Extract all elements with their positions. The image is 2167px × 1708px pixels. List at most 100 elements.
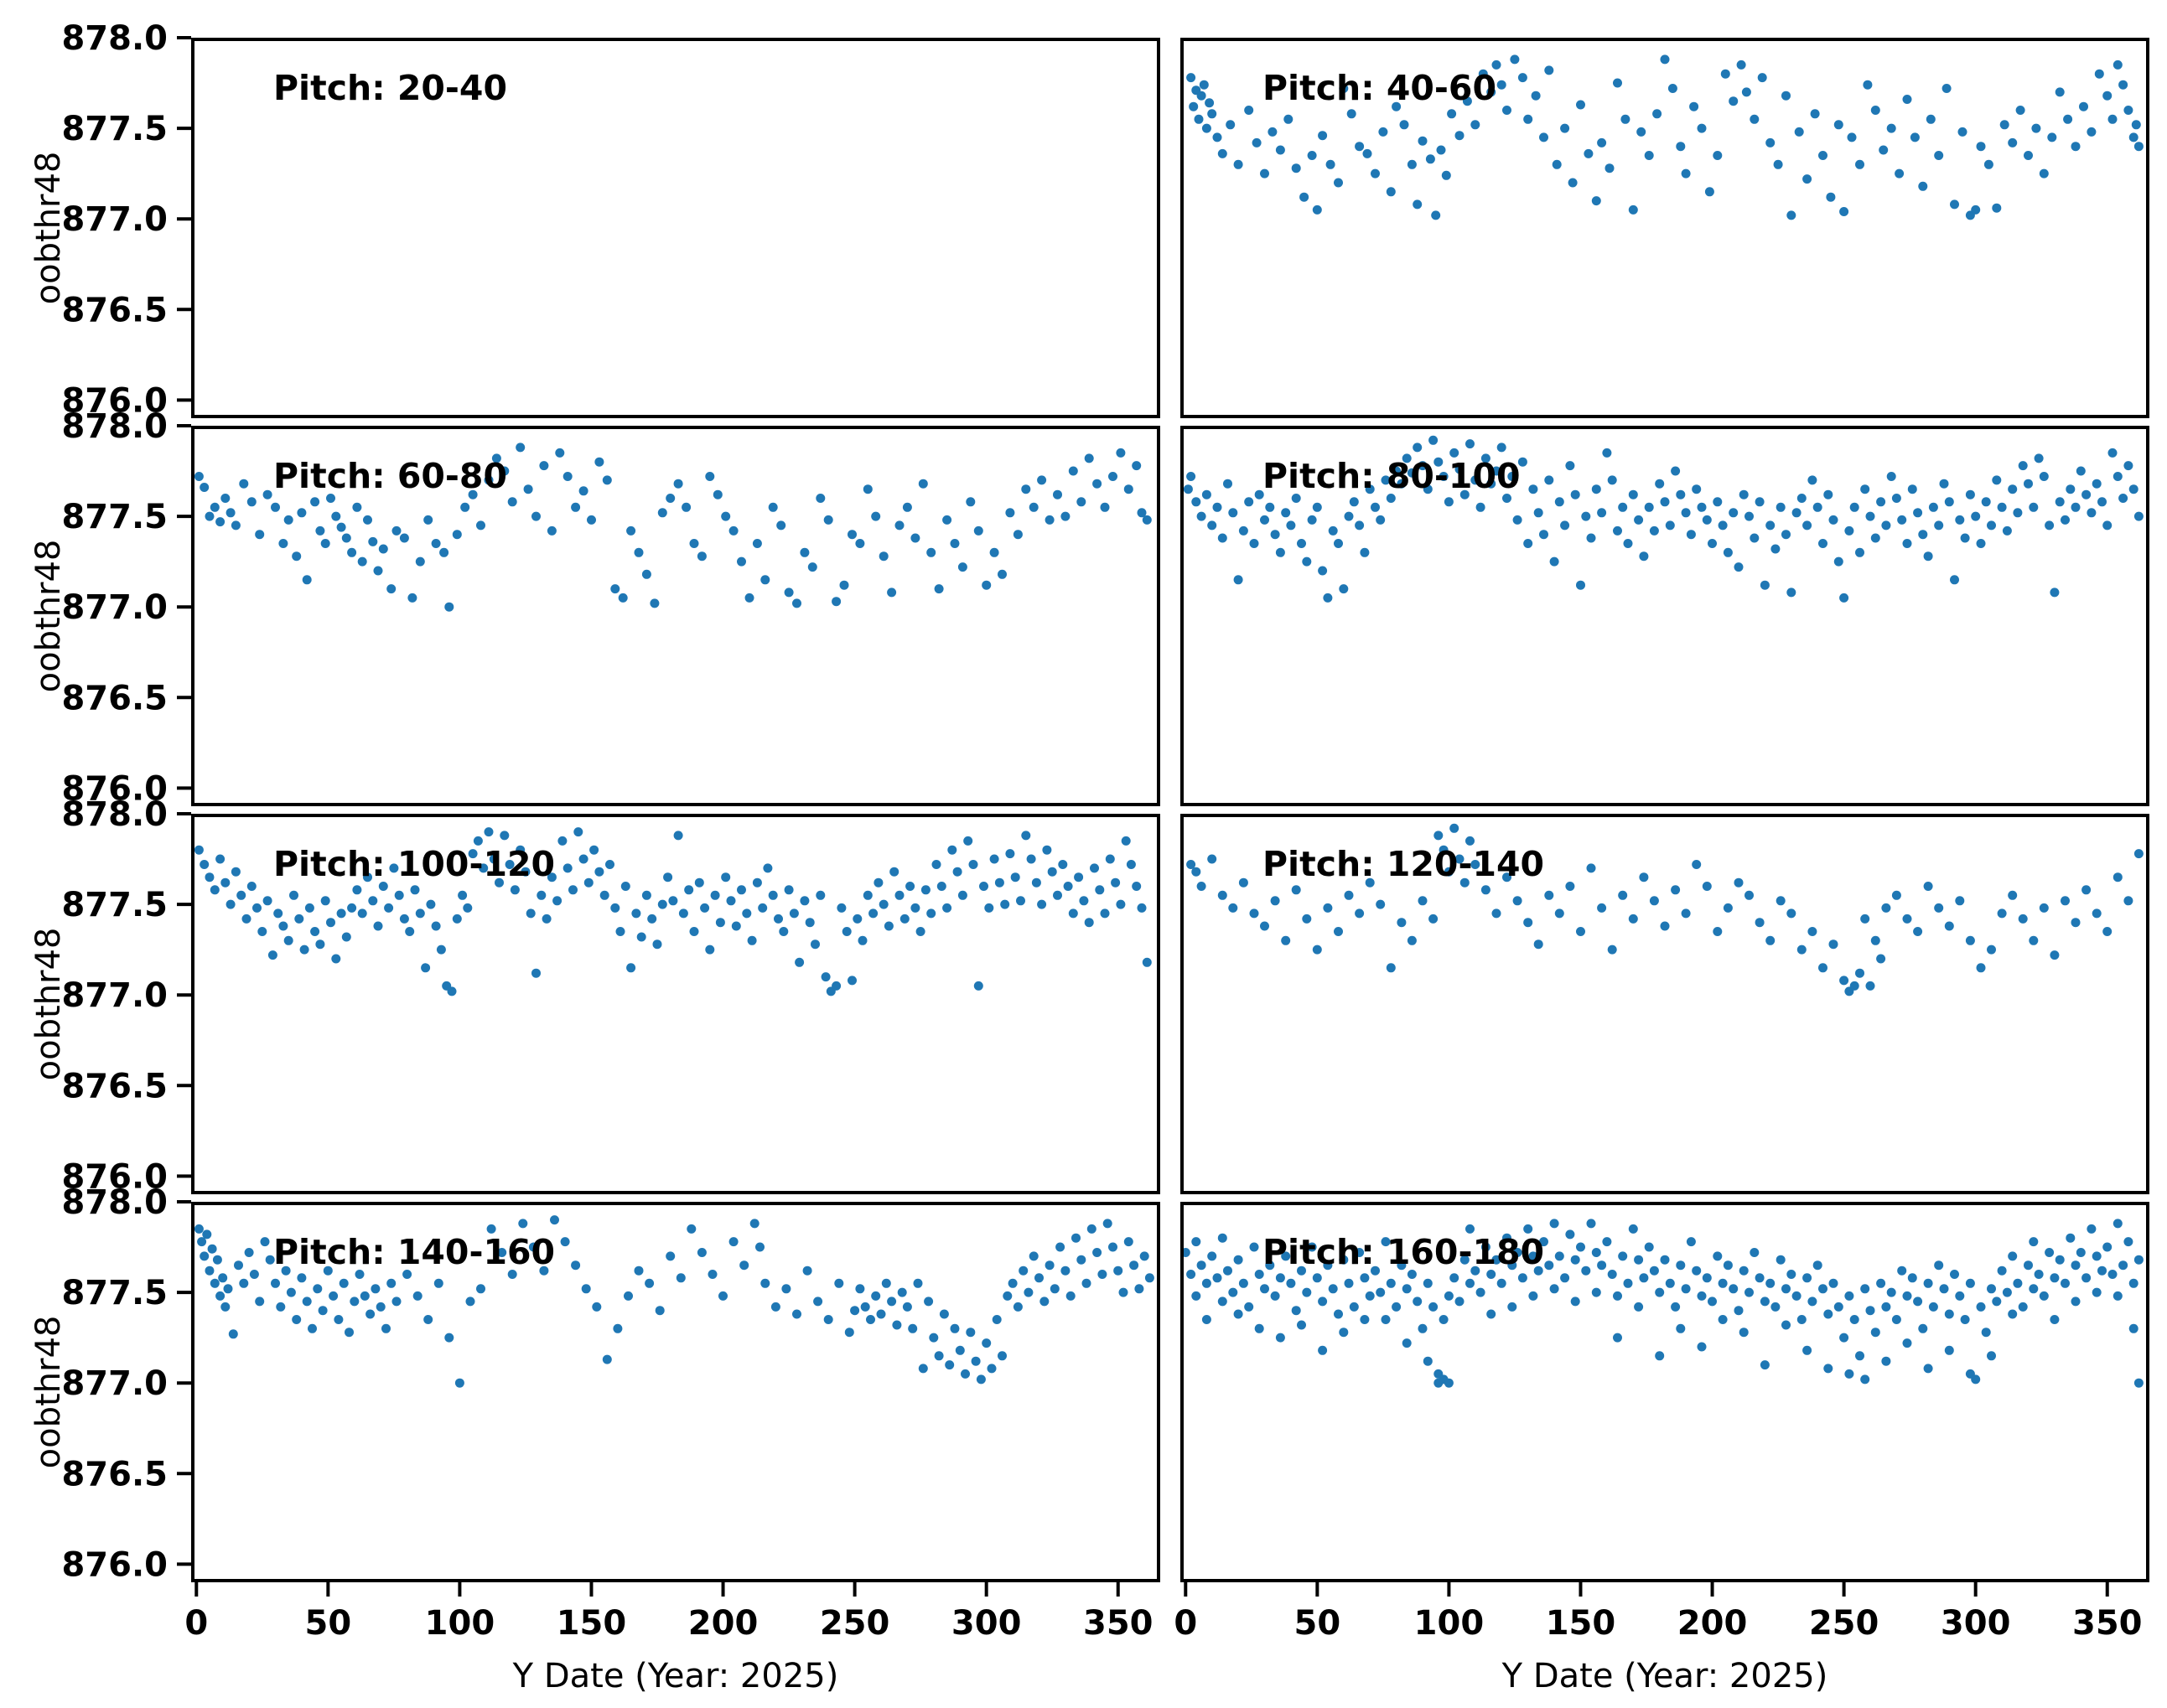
data-point (1549, 1219, 1559, 1229)
data-point (1254, 1270, 1264, 1279)
data-point (1086, 1224, 1096, 1234)
data-point (1111, 877, 1121, 888)
data-point (1855, 159, 1864, 169)
data-point (926, 908, 936, 919)
data-point (1283, 114, 1293, 124)
data-point (1939, 1284, 1949, 1294)
data-point (618, 593, 628, 603)
data-point (1786, 908, 1796, 919)
data-point (1021, 831, 1031, 841)
data-point (1607, 475, 1617, 485)
data-point (1334, 1309, 1343, 1319)
data-point (1060, 1265, 1071, 1276)
data-point (963, 836, 973, 846)
data-point (1339, 84, 1349, 93)
data-point (1312, 945, 1322, 955)
data-point (1876, 1278, 1886, 1288)
data-point (571, 502, 581, 512)
data-point (484, 475, 494, 485)
data-point (1781, 530, 1791, 540)
data-point (789, 908, 799, 919)
data-point (1755, 918, 1765, 928)
data-point (710, 890, 720, 900)
data-point (1702, 1273, 1712, 1283)
data-point (310, 927, 320, 936)
data-point (1802, 1345, 1812, 1355)
data-point (1870, 1328, 1880, 1338)
data-point (1191, 497, 1201, 507)
data-point (728, 525, 739, 536)
data-point (2081, 885, 2092, 895)
data-point (1718, 1278, 1728, 1288)
data-point (961, 1369, 970, 1379)
data-point (1639, 872, 1649, 882)
data-point (1510, 54, 1520, 65)
data-point (1833, 120, 1843, 130)
data-point (998, 1351, 1007, 1361)
data-point (231, 867, 241, 877)
data-point (465, 1297, 475, 1307)
data-point (884, 921, 894, 931)
data-point (215, 1291, 226, 1301)
data-point (1381, 1237, 1391, 1247)
data-point (645, 1278, 655, 1288)
data-point (1480, 885, 1490, 895)
data-point (1019, 1265, 1029, 1276)
panel-title: Pitch: 80-100 (1262, 456, 1521, 496)
data-point (1702, 882, 1712, 891)
data-point (1660, 921, 1670, 931)
data-point (1736, 60, 1746, 70)
data-point (1676, 142, 1686, 152)
data-point (1860, 914, 1870, 924)
data-point (2071, 1297, 2081, 1307)
data-point (220, 494, 231, 503)
data-point (863, 484, 873, 494)
data-point (365, 1309, 376, 1319)
data-point (594, 867, 604, 877)
data-point (2066, 484, 2076, 494)
data-point (915, 927, 925, 936)
data-point (823, 515, 833, 525)
data-point (1344, 511, 1354, 521)
data-point (297, 1273, 307, 1283)
data-point (715, 918, 725, 928)
data-point (1965, 1278, 1975, 1288)
data-point (226, 899, 236, 909)
y-tick-label: 877.5 (61, 886, 168, 924)
data-point (673, 479, 683, 489)
data-point (531, 968, 541, 978)
data-point (1205, 98, 1215, 108)
data-point (952, 867, 962, 877)
data-point (1496, 443, 1506, 453)
data-point (1142, 957, 1152, 967)
data-point (1517, 73, 1527, 83)
data-point (1123, 1237, 1133, 1247)
data-point (1196, 91, 1206, 101)
data-point (1191, 1291, 1201, 1301)
data-point (1212, 132, 1222, 142)
data-point (1539, 132, 1548, 142)
data-point (1502, 1233, 1511, 1243)
data-point (1844, 525, 1854, 536)
data-point (605, 860, 614, 869)
data-point (1791, 1291, 1802, 1301)
data-point (1879, 145, 1889, 155)
data-point (1652, 109, 1662, 119)
data-point (1713, 151, 1723, 160)
data-point (1987, 1351, 1996, 1361)
data-point (1689, 101, 1699, 111)
data-point (673, 831, 683, 841)
data-point (1299, 192, 1309, 202)
data-point (1807, 927, 1817, 936)
data-point (1042, 845, 1052, 855)
data-point (531, 511, 541, 521)
data-point (2002, 525, 2012, 536)
data-point (1328, 525, 1338, 536)
data-point (887, 587, 897, 598)
data-point (1597, 903, 1607, 913)
data-point (1644, 502, 1654, 512)
data-point (486, 1224, 496, 1234)
data-point (1252, 137, 1262, 148)
data-point (1407, 468, 1417, 478)
